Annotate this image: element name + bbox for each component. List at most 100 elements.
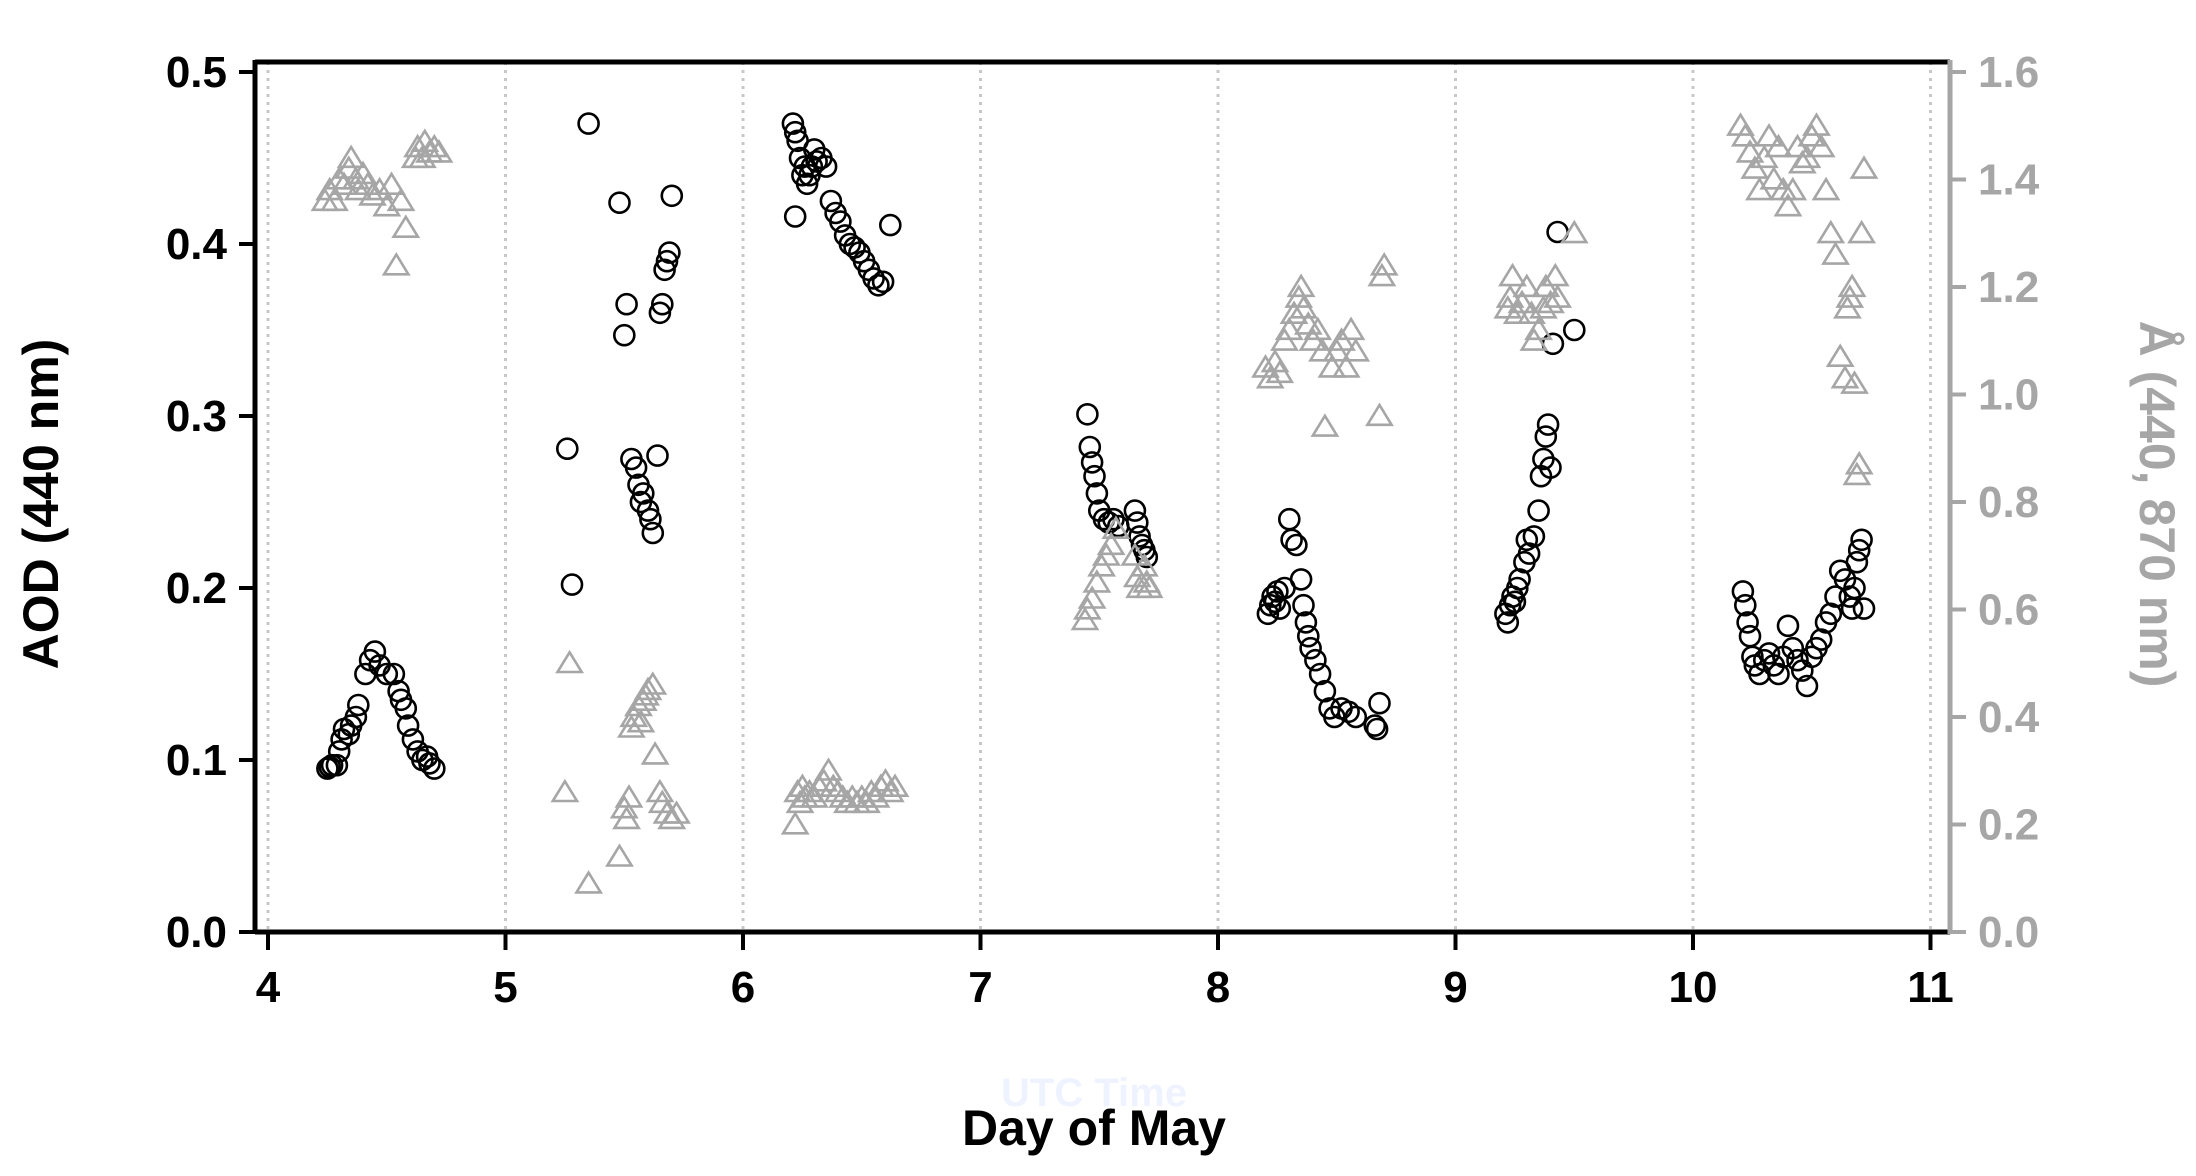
axes [252, 59, 1953, 935]
angstrom-point [391, 214, 421, 238]
aod-point [631, 482, 655, 505]
angstrom-point [1821, 241, 1850, 265]
aod-point [327, 740, 351, 763]
x-tick-label: 11 [1907, 963, 1954, 1012]
aod-point [655, 249, 679, 273]
angstrom-point [343, 176, 373, 201]
angstrom-point [1279, 300, 1309, 325]
aod-point [1135, 545, 1159, 569]
angstrom-point [381, 252, 411, 276]
angstrom-point [814, 757, 843, 781]
y2-tick-label: 1.6 [1978, 48, 2039, 97]
ticks: 0.0 0.1 0.2 0.3 0.4 0.5 0.0 0.2 0.4 0.6 0.8 1.0 1.2 1… [166, 48, 2040, 1012]
aod-point [646, 444, 669, 467]
aod-point [878, 213, 902, 237]
y-tick-label: 0.3 [166, 392, 227, 441]
aod-point [346, 693, 370, 717]
x-axis-title: Day of May [962, 1100, 1226, 1156]
angstrom-point [1849, 155, 1879, 179]
aod-point [1080, 451, 1104, 474]
aod-point [1365, 717, 1389, 741]
aod-point [1259, 593, 1282, 617]
aod-point [783, 120, 807, 144]
y-tick-label: 0.4 [166, 220, 228, 269]
angstrom-point [1840, 370, 1869, 394]
angstrom-point [1543, 284, 1573, 308]
aod-point [1776, 614, 1800, 638]
aod-point [781, 112, 805, 135]
aod-point [1738, 624, 1762, 648]
angstrom-point [424, 139, 454, 163]
angstrom-point [1764, 133, 1793, 158]
aod-point [1313, 679, 1337, 703]
angstrom-point [1077, 585, 1107, 609]
angstrom-point [1830, 364, 1860, 389]
aod-point [1126, 511, 1149, 534]
x-tick-label: 9 [1443, 963, 1467, 1012]
aod-point [829, 210, 852, 233]
angstrom-point [1759, 165, 1789, 190]
angstrom-point [320, 187, 349, 212]
aod-point [795, 172, 819, 196]
angstrom-point [1255, 364, 1285, 389]
aod-point [814, 155, 838, 178]
aod-point [560, 573, 584, 596]
x-tick-label: 8 [1206, 963, 1230, 1012]
aod-point [1308, 662, 1332, 686]
aod-point [783, 205, 807, 228]
aod-point [1299, 636, 1322, 660]
angstrom-point [1101, 515, 1131, 540]
angstrom-point [662, 800, 691, 824]
y2-tick-label: 0.8 [1978, 478, 2039, 527]
aod-point [1496, 611, 1520, 634]
aod-point [1767, 662, 1790, 686]
angstrom-point [1735, 139, 1765, 163]
angstrom-point [555, 649, 585, 674]
aod-point [1850, 528, 1873, 552]
aod-point [1304, 648, 1327, 672]
angstrom-point [1847, 219, 1877, 244]
angstrom-point [1802, 112, 1831, 136]
angstrom-point [614, 784, 644, 808]
y2-tick-label: 0.0 [1978, 908, 2039, 957]
angstrom-point [1507, 289, 1537, 314]
aod-point [1363, 714, 1387, 737]
angstrom-point [1310, 413, 1340, 437]
aod-point [1734, 593, 1757, 617]
aod-point [1508, 568, 1531, 591]
angstrom-point [377, 171, 406, 195]
angstrom-point [1837, 273, 1867, 298]
angstrom-point [1778, 176, 1808, 201]
aod-point [660, 184, 684, 208]
aod-point [624, 456, 648, 479]
aod-point [394, 697, 418, 720]
angstrom-point [1289, 295, 1318, 319]
aod-point [1847, 538, 1871, 562]
angstrom-point [1120, 542, 1150, 566]
aod-point [1123, 499, 1147, 522]
aod-point [1539, 456, 1562, 479]
aod-point [641, 521, 665, 545]
aod-point [375, 662, 399, 686]
aod-point [1522, 525, 1546, 548]
aod-point [1294, 611, 1318, 634]
angstrom-point [612, 805, 642, 830]
angstrom-point [1754, 123, 1784, 147]
angstrom-point [640, 741, 670, 765]
aod-point [819, 189, 843, 213]
angstrom-point [638, 671, 668, 695]
aod-point [612, 323, 636, 347]
y2-tick-label: 1.0 [1978, 371, 2039, 420]
angstrom-point [1730, 123, 1760, 147]
angstrom-point [574, 870, 604, 894]
aod-point [658, 241, 681, 264]
aod-point [1337, 700, 1360, 724]
aod-point [1344, 705, 1368, 729]
aod-point [1297, 624, 1320, 648]
angstrom-point [1341, 337, 1371, 362]
angstrom-point [645, 778, 675, 803]
angstrom-point [1336, 316, 1366, 341]
angstrom-point [1816, 219, 1846, 244]
aod-point [1128, 525, 1151, 548]
x-tick-label: 6 [731, 963, 755, 1012]
